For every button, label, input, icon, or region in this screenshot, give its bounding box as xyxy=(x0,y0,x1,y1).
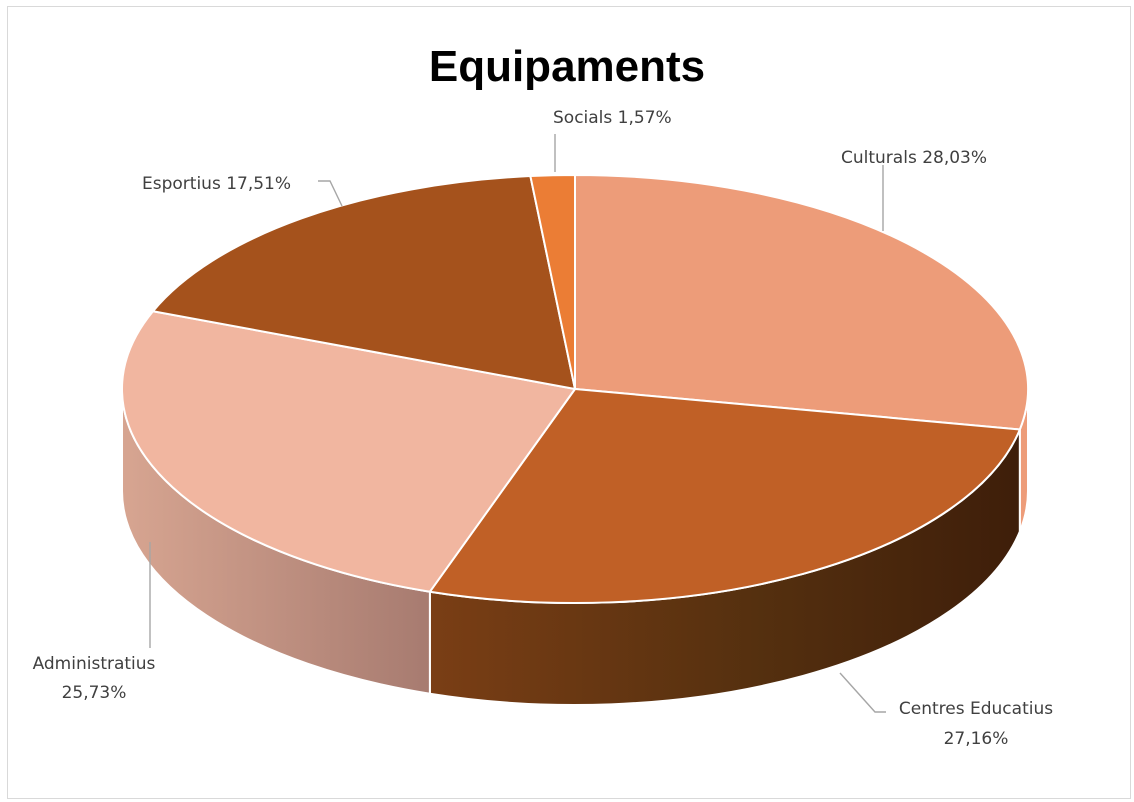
label-leader-lines xyxy=(149,134,886,713)
slice-administratius xyxy=(121,310,576,593)
label-culturals: Culturals 28,03% xyxy=(841,148,987,168)
label-centres-educatius-name: Centres Educatius xyxy=(899,699,1053,719)
leader-esportius xyxy=(318,180,343,207)
label-administratius-name: Administratius xyxy=(33,654,156,674)
slice-culturals xyxy=(574,174,1029,431)
slice-socials xyxy=(529,174,576,390)
label-esportius: Esportius 17,51% xyxy=(142,174,291,194)
label-centres-educatius-value: 27,16% xyxy=(944,729,1009,749)
label-socials: Socials 1,57% xyxy=(553,108,672,128)
chart-title: Equipaments xyxy=(428,42,706,91)
slice-centres-educatius xyxy=(428,388,1021,604)
pie-top-faces xyxy=(121,174,1029,604)
label-administratius-value: 25,73% xyxy=(62,683,127,703)
leader-centres-educatius xyxy=(839,672,886,713)
data-labels: Socials 1,57% Culturals 28,03% Esportius 1… xyxy=(33,108,1054,749)
slice-esportius xyxy=(151,175,576,390)
